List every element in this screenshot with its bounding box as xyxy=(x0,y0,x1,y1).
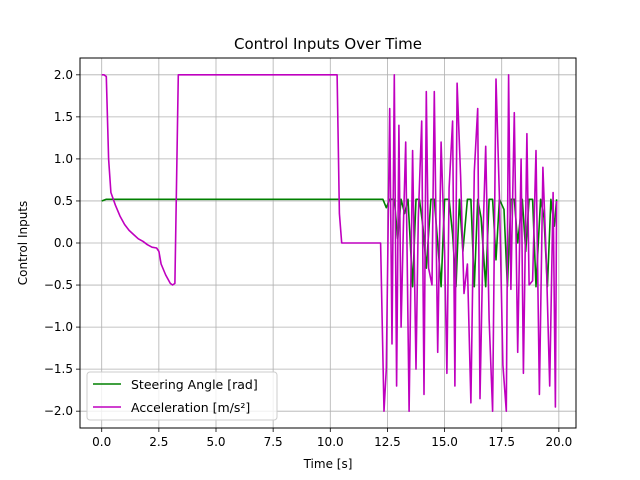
x-tick-label: 5.0 xyxy=(206,435,225,449)
y-tick-label: −2.0 xyxy=(44,404,73,418)
legend-steering-label: Steering Angle [rad] xyxy=(131,377,258,392)
x-tick-label: 7.5 xyxy=(264,435,283,449)
chart-title: Control Inputs Over Time xyxy=(234,35,422,53)
y-tick-label: 0.5 xyxy=(54,194,73,208)
x-tick-label: 0.0 xyxy=(92,435,111,449)
y-tick-label: 0.0 xyxy=(54,236,73,250)
legend-acceleration-label: Acceleration [m/s²] xyxy=(131,400,250,415)
x-tick-label: 17.5 xyxy=(488,435,515,449)
x-tick-label: 10.0 xyxy=(317,435,344,449)
x-tick-label: 15.0 xyxy=(431,435,458,449)
legend: Steering Angle [rad] Acceleration [m/s²] xyxy=(86,371,278,421)
x-tick-label: 20.0 xyxy=(545,435,572,449)
y-tick-label: −1.0 xyxy=(44,320,73,334)
x-axis-label: Time [s] xyxy=(303,457,353,471)
series-layer xyxy=(101,74,558,413)
acceleration-line xyxy=(101,74,558,413)
x-ticks: 0.0 2.5 5.0 7.5 10.0 12.5 15.0 17.5 20.0 xyxy=(92,428,572,449)
y-tick-label: −1.5 xyxy=(44,362,73,376)
y-tick-label: 1.5 xyxy=(54,110,73,124)
y-tick-label: −0.5 xyxy=(44,278,73,292)
y-axis-label: Control Inputs xyxy=(16,201,30,286)
y-ticks: −2.0 −1.5 −1.0 −0.5 0.0 0.5 1.0 1.5 2.0 xyxy=(44,68,80,418)
x-tick-label: 12.5 xyxy=(374,435,401,449)
y-tick-label: 1.0 xyxy=(54,152,73,166)
x-tick-label: 2.5 xyxy=(149,435,168,449)
y-tick-label: 2.0 xyxy=(54,68,73,82)
legend-box xyxy=(86,371,278,421)
